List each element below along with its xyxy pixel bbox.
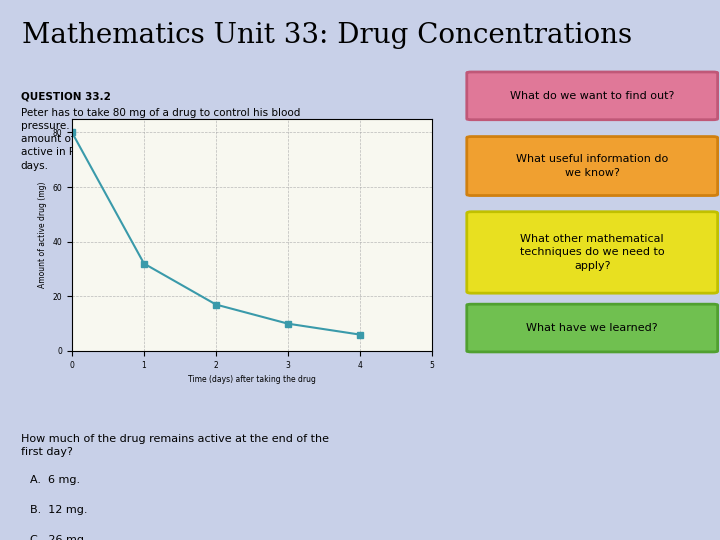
Text: Peter has to take 80 mg of a drug to control his blood
pressure.  The following : Peter has to take 80 mg of a drug to con… — [21, 108, 300, 171]
Text: Mathematics Unit 33: Drug Concentrations: Mathematics Unit 33: Drug Concentrations — [22, 22, 631, 49]
Text: QUESTION 33.2: QUESTION 33.2 — [21, 92, 111, 102]
Text: C.  26 mg.: C. 26 mg. — [30, 535, 88, 540]
Text: What useful information do
we know?: What useful information do we know? — [516, 154, 668, 178]
FancyBboxPatch shape — [467, 72, 718, 120]
FancyBboxPatch shape — [467, 137, 718, 195]
Text: What do we want to find out?: What do we want to find out? — [510, 91, 675, 101]
Text: What other mathematical
techniques do we need to
apply?: What other mathematical techniques do we… — [520, 234, 665, 271]
X-axis label: Time (days) after taking the drug: Time (days) after taking the drug — [188, 375, 316, 384]
FancyBboxPatch shape — [467, 212, 718, 293]
FancyBboxPatch shape — [467, 304, 718, 352]
Text: What have we learned?: What have we learned? — [526, 323, 658, 333]
Text: How much of the drug remains active at the end of the
first day?: How much of the drug remains active at t… — [21, 434, 329, 457]
Text: B.  12 mg.: B. 12 mg. — [30, 505, 87, 515]
Y-axis label: Amount of active drug (mg): Amount of active drug (mg) — [38, 181, 47, 288]
Text: A.  6 mg.: A. 6 mg. — [30, 475, 80, 485]
